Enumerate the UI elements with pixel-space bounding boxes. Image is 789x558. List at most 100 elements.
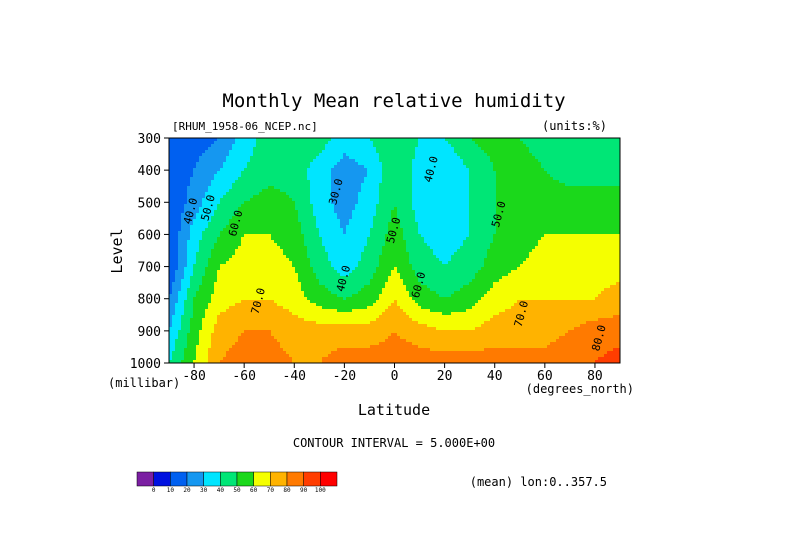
field-cell bbox=[433, 168, 437, 172]
field-cell bbox=[328, 156, 332, 160]
field-cell bbox=[289, 222, 293, 226]
field-cell bbox=[532, 144, 536, 148]
field-cell bbox=[559, 198, 563, 202]
field-cell bbox=[232, 171, 236, 175]
field-cell bbox=[532, 141, 536, 145]
field-cell bbox=[415, 141, 419, 145]
field-cell bbox=[331, 177, 335, 181]
field-cell bbox=[388, 180, 392, 184]
field-cell bbox=[217, 150, 221, 154]
field-cell bbox=[217, 213, 221, 217]
field-cell bbox=[280, 150, 284, 154]
field-cell bbox=[310, 219, 314, 223]
field-cell bbox=[316, 189, 320, 193]
field-cell bbox=[367, 198, 371, 202]
field-cell bbox=[424, 225, 428, 229]
field-cell bbox=[283, 207, 287, 211]
field-cell bbox=[373, 147, 377, 151]
field-cell bbox=[358, 150, 362, 154]
field-cell bbox=[334, 192, 338, 196]
field-cell bbox=[349, 225, 353, 229]
field-cell bbox=[352, 159, 356, 163]
field-cell bbox=[202, 180, 206, 184]
field-cell bbox=[310, 189, 314, 193]
field-cell bbox=[508, 216, 512, 220]
field-cell bbox=[475, 162, 479, 166]
field-cell bbox=[292, 180, 296, 184]
field-cell bbox=[412, 165, 416, 169]
field-cell bbox=[460, 207, 464, 211]
field-cell bbox=[523, 195, 527, 199]
field-cell bbox=[307, 210, 311, 214]
field-cell bbox=[499, 195, 503, 199]
field-cell bbox=[577, 150, 581, 154]
field-cell bbox=[217, 153, 221, 157]
field-cell bbox=[475, 225, 479, 229]
field-cell bbox=[469, 156, 473, 160]
field-cell bbox=[451, 162, 455, 166]
field-cell bbox=[412, 144, 416, 148]
field-cell bbox=[247, 183, 251, 187]
field-cell bbox=[598, 162, 602, 166]
field-cell bbox=[529, 147, 533, 151]
field-cell bbox=[505, 138, 509, 142]
field-cell bbox=[274, 189, 278, 193]
field-cell bbox=[391, 159, 395, 163]
field-cell bbox=[580, 180, 584, 184]
field-cell bbox=[355, 159, 359, 163]
field-cell bbox=[265, 219, 269, 223]
field-cell bbox=[553, 165, 557, 169]
field-cell bbox=[256, 210, 260, 214]
field-cell bbox=[412, 192, 416, 196]
field-cell bbox=[505, 150, 509, 154]
field-cell bbox=[340, 207, 344, 211]
field-cell bbox=[610, 144, 614, 148]
field-cell bbox=[526, 174, 530, 178]
field-cell bbox=[511, 150, 515, 154]
field-cell bbox=[220, 153, 224, 157]
field-cell bbox=[211, 186, 215, 190]
field-cell bbox=[244, 183, 248, 187]
field-cell bbox=[433, 144, 437, 148]
field-cell bbox=[490, 189, 494, 193]
field-cell bbox=[268, 141, 272, 145]
field-cell bbox=[307, 207, 311, 211]
field-cell bbox=[370, 219, 374, 223]
field-cell bbox=[361, 177, 365, 181]
field-cell bbox=[400, 225, 404, 229]
field-cell bbox=[427, 141, 431, 145]
field-cell bbox=[376, 201, 380, 205]
field-cell bbox=[349, 213, 353, 217]
field-cell bbox=[208, 195, 212, 199]
field-cell bbox=[418, 189, 422, 193]
field-cell bbox=[247, 192, 251, 196]
field-cell bbox=[181, 159, 185, 163]
field-cell bbox=[463, 195, 467, 199]
field-cell bbox=[265, 222, 269, 226]
field-cell bbox=[187, 204, 191, 208]
field-cell bbox=[613, 204, 617, 208]
field-cell bbox=[496, 168, 500, 172]
field-cell bbox=[175, 210, 179, 214]
field-cell bbox=[295, 186, 299, 190]
field-cell bbox=[175, 186, 179, 190]
field-cell bbox=[493, 153, 497, 157]
field-cell bbox=[382, 201, 386, 205]
field-cell bbox=[340, 186, 344, 190]
field-cell bbox=[289, 162, 293, 166]
field-cell bbox=[373, 207, 377, 211]
field-cell bbox=[409, 201, 413, 205]
field-cell bbox=[364, 198, 368, 202]
field-cell bbox=[262, 192, 266, 196]
field-cell bbox=[358, 141, 362, 145]
field-cell bbox=[514, 201, 518, 205]
field-cell bbox=[259, 210, 263, 214]
field-cell bbox=[568, 201, 572, 205]
field-cell bbox=[205, 222, 209, 226]
field-cell bbox=[250, 174, 254, 178]
field-cell bbox=[535, 177, 539, 181]
field-cell bbox=[421, 201, 425, 205]
field-cell bbox=[190, 183, 194, 187]
field-cell bbox=[523, 144, 527, 148]
field-cell bbox=[523, 207, 527, 211]
